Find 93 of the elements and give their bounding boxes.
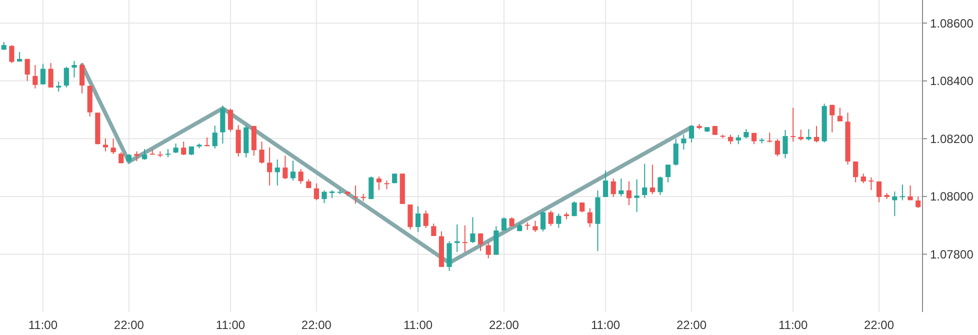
candlestick xyxy=(900,184,906,201)
candlestick xyxy=(80,63,85,94)
candlestick xyxy=(48,62,54,88)
y-tick-label: 1.08600 xyxy=(930,16,974,30)
candlestick xyxy=(610,178,616,198)
candlestick xyxy=(666,164,671,183)
candlestick xyxy=(556,212,562,228)
candlestick xyxy=(110,138,116,154)
y-tick-label: 1.08000 xyxy=(930,190,974,204)
candlestick xyxy=(532,220,538,232)
x-tick-label: 11:00 xyxy=(28,318,58,332)
candlestick xyxy=(587,208,592,228)
y-tick-label: 1.08400 xyxy=(930,74,974,88)
candlestick xyxy=(236,124,241,158)
candlestick xyxy=(126,153,132,164)
candlestick xyxy=(142,148,148,160)
candlestick xyxy=(478,232,484,252)
candlestick xyxy=(102,138,108,152)
candlestick xyxy=(681,134,686,150)
candlestick xyxy=(212,125,218,149)
candlestick xyxy=(548,210,554,226)
candlestick xyxy=(462,224,468,252)
candlestick xyxy=(580,202,585,213)
candlestick xyxy=(767,132,772,143)
candlestick xyxy=(282,155,288,180)
candlestick xyxy=(853,160,858,183)
candlestick xyxy=(134,150,140,162)
candlestick xyxy=(626,180,632,206)
candlestick xyxy=(64,66,69,88)
x-tick-label: 11:00 xyxy=(216,318,246,332)
x-tick-label: 11:00 xyxy=(403,318,433,332)
candlestick xyxy=(650,164,655,195)
candlestick xyxy=(470,216,476,244)
y-tick-label: 1.08200 xyxy=(930,132,974,146)
candlestick xyxy=(868,176,874,191)
candlestick xyxy=(642,163,648,198)
candlestick xyxy=(274,158,280,186)
candlestick xyxy=(688,125,694,143)
x-tick-label: 11:00 xyxy=(778,318,808,332)
candlestick xyxy=(32,64,38,89)
candlestick xyxy=(446,240,452,272)
candlestick xyxy=(40,63,46,85)
x-tick-label: 11:00 xyxy=(590,318,620,332)
candlestick xyxy=(736,134,741,145)
candlestick xyxy=(431,223,436,237)
candlestick xyxy=(322,190,327,204)
candlestick xyxy=(540,210,546,232)
candlestick xyxy=(908,184,913,201)
candlestick xyxy=(314,182,319,201)
candlestick xyxy=(173,143,178,154)
candlestick xyxy=(860,173,866,184)
candlestick xyxy=(259,141,264,164)
candlestick xyxy=(24,58,30,82)
candlestick xyxy=(728,134,734,145)
candlestick xyxy=(830,104,835,133)
candlestick xyxy=(618,178,624,197)
y-tick-label: 1.07800 xyxy=(930,247,974,262)
x-tick-label: 22:00 xyxy=(864,318,894,332)
candlestick xyxy=(501,216,507,232)
candlestick xyxy=(790,107,796,142)
candlestick xyxy=(408,204,413,230)
candlestick xyxy=(9,44,14,64)
candlestick xyxy=(368,176,374,200)
candlestick xyxy=(376,176,382,191)
x-tick-label: 22:00 xyxy=(676,318,707,332)
candlestick xyxy=(673,138,678,166)
candlestick xyxy=(837,107,842,122)
candlestick xyxy=(228,108,234,132)
x-tick-label: 22:00 xyxy=(301,318,332,332)
candlestick xyxy=(782,130,788,159)
candlestick xyxy=(658,176,663,196)
candlestick xyxy=(774,138,780,157)
candlestick xyxy=(298,168,304,184)
candlestick xyxy=(267,146,272,186)
candlestick xyxy=(181,141,186,156)
candlestick xyxy=(352,184,358,204)
candlestick xyxy=(572,200,577,217)
candlestick xyxy=(634,178,640,213)
candlestick xyxy=(744,128,749,139)
candlestick xyxy=(290,160,296,182)
candlestick xyxy=(916,196,921,208)
candlestick xyxy=(814,125,820,143)
candlestick xyxy=(486,242,491,259)
candlestick xyxy=(423,210,428,228)
candlestick xyxy=(72,60,77,78)
candlestick xyxy=(415,206,421,232)
candlestick xyxy=(603,170,608,198)
candlestick xyxy=(876,180,882,203)
candlestick xyxy=(454,224,460,252)
x-tick-label: 22:00 xyxy=(488,318,520,332)
candlestick xyxy=(220,105,226,144)
x-tick-label: 22:00 xyxy=(114,318,144,332)
candlestick xyxy=(892,191,898,217)
